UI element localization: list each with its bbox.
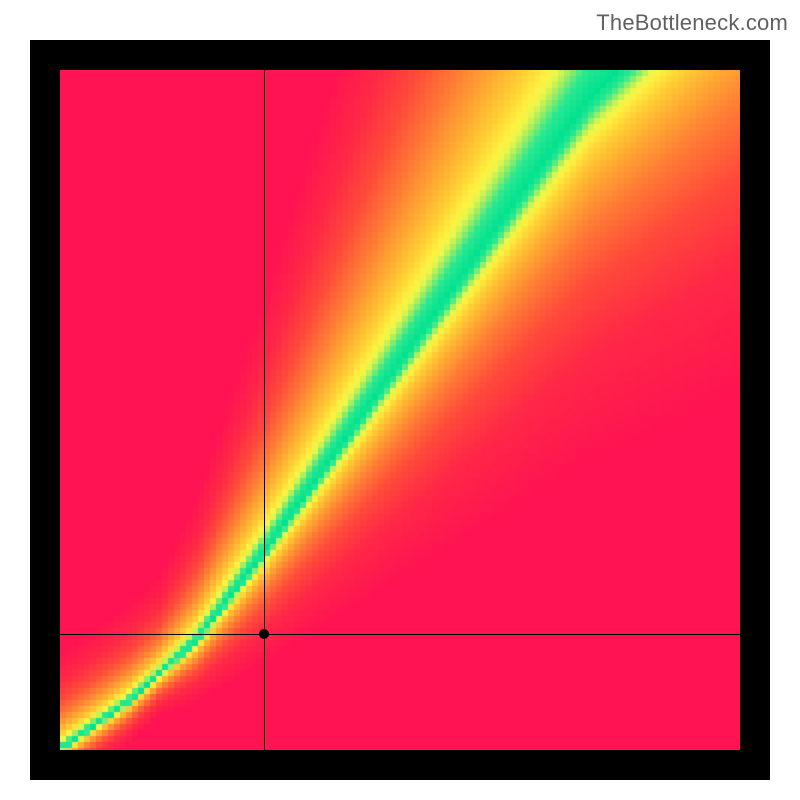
crosshair-horizontal xyxy=(60,634,740,635)
crosshair-vertical xyxy=(264,70,265,750)
chart-frame xyxy=(30,40,770,780)
marker-dot xyxy=(259,629,269,639)
plot-area xyxy=(60,70,740,750)
watermark-text: TheBottleneck.com xyxy=(596,10,788,36)
heatmap-canvas xyxy=(60,70,740,750)
